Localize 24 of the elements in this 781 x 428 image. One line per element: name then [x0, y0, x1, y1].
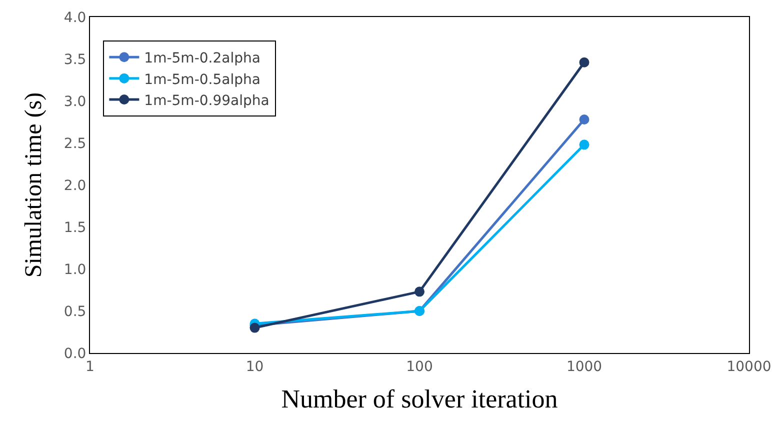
y-tick-label: 2.5 — [64, 136, 86, 152]
y-tick-label: 2.0 — [64, 178, 86, 194]
x-tick-label: 100 — [406, 358, 433, 375]
point — [414, 286, 424, 297]
x-tick-label: 10 — [246, 358, 264, 375]
point — [579, 140, 590, 150]
y-tick-label: 3.0 — [64, 94, 86, 110]
legend-label: 1m-5m-0.5alpha — [144, 72, 260, 88]
x-axis-title: Number of solver iteration — [281, 384, 558, 414]
y-tick-label: 0.0 — [64, 346, 86, 362]
legend-label: 1m-5m-0.99alpha — [144, 92, 270, 109]
y-tick-label: 1.0 — [64, 262, 86, 278]
point — [250, 322, 260, 333]
point — [579, 114, 590, 124]
y-axis-title: Simulation time (s) — [21, 92, 48, 278]
x-tick-label: 10000 — [726, 358, 772, 375]
x-tick-label: 1000 — [566, 358, 602, 375]
x-tick-label: 1 — [86, 358, 94, 375]
y-tick-label: 4.0 — [64, 10, 86, 26]
y-tick-label: 0.5 — [64, 304, 86, 320]
y-tick-label: 1.5 — [64, 220, 86, 236]
y-tick-label: 3.5 — [64, 52, 86, 68]
point — [579, 57, 590, 68]
legend-label: 1m-5m-0.2alpha — [144, 50, 260, 67]
